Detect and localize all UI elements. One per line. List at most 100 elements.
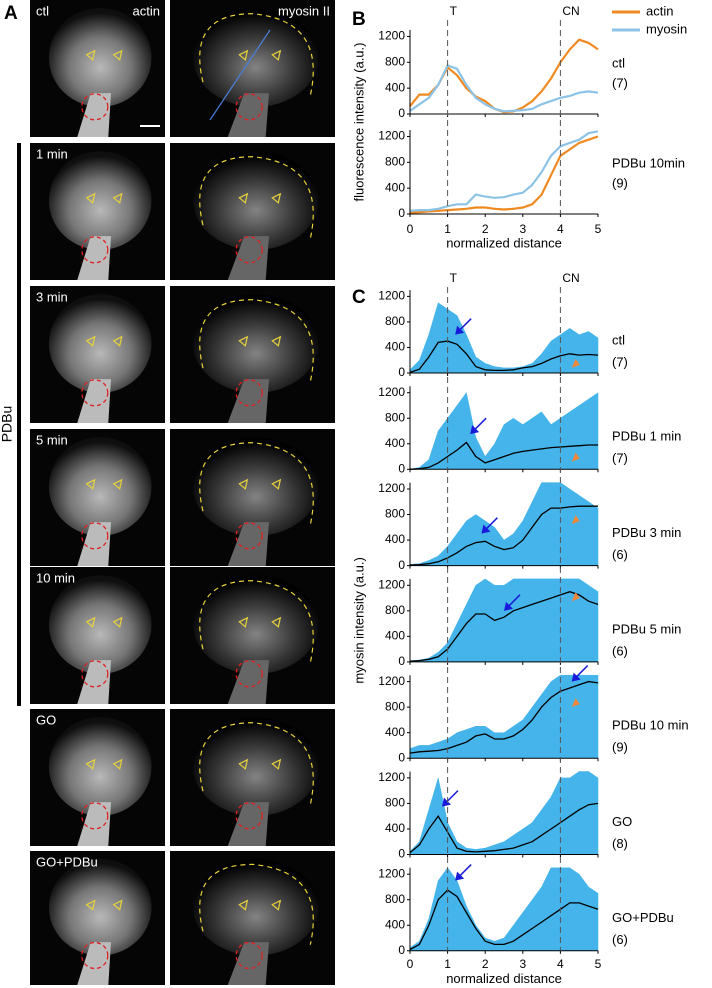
reference-label: T — [450, 271, 458, 285]
arrow-head — [455, 325, 465, 335]
n-label: (8) — [612, 836, 628, 851]
x-tick-label: 0 — [407, 222, 414, 236]
x-tick-label: 2 — [482, 222, 489, 236]
series-line — [409, 135, 599, 214]
yellow-arrowhead — [238, 335, 249, 347]
central-domain-circle — [235, 379, 263, 407]
arrow-head — [504, 601, 513, 611]
yellow-arrowhead — [85, 192, 96, 204]
x-tick-label: 4 — [557, 222, 564, 236]
yellow-arrowhead — [112, 478, 123, 490]
y-tick-label: 400 — [385, 436, 405, 450]
y-tick-label: 1200 — [378, 385, 405, 399]
condition-label: PDBu 3 min — [612, 525, 681, 540]
group-bar — [17, 143, 21, 706]
row-label: GO — [36, 712, 56, 727]
micrograph — [170, 286, 335, 423]
neurite — [77, 379, 111, 423]
n-label: (6) — [612, 932, 628, 947]
y-tick-label: 0 — [398, 654, 405, 668]
condition-label: PDBu 10 min — [612, 718, 689, 733]
y-tick-label: 0 — [398, 750, 405, 764]
arrow-shaft — [473, 417, 487, 431]
y-tick-label: 800 — [385, 603, 405, 617]
central-domain-circle — [81, 379, 109, 407]
central-domain-circle — [235, 660, 263, 688]
central-domain-circle — [81, 522, 109, 550]
growth-cone — [193, 859, 319, 956]
series-line — [409, 340, 599, 374]
series-line — [409, 130, 599, 212]
cell-outline — [199, 863, 314, 945]
x-tick-label: 5 — [595, 222, 602, 236]
yellow-arrowhead — [238, 758, 249, 770]
micrograph — [30, 429, 165, 566]
y-tick-label: 1200 — [378, 577, 405, 591]
growth-cone — [193, 294, 319, 393]
micrograph — [30, 143, 165, 280]
intensity-band — [409, 482, 599, 566]
column-label: actin — [133, 3, 160, 18]
profile-line — [209, 29, 271, 121]
x-tick-label: 1 — [444, 222, 451, 236]
yellow-arrowhead — [112, 758, 123, 770]
legend-label: myosin — [646, 21, 687, 36]
yellow-arrowhead — [85, 616, 96, 628]
micrograph — [170, 567, 335, 704]
intensity-band — [409, 867, 599, 952]
y-tick-label: 400 — [385, 917, 405, 931]
arrowhead-marker — [571, 452, 580, 462]
intensity-band — [409, 771, 599, 855]
y-tick-label: 400 — [385, 180, 405, 194]
n-label: (6) — [612, 547, 628, 562]
yellow-arrowhead — [85, 335, 96, 347]
y-tick-label: 0 — [398, 365, 405, 379]
arrow-head — [571, 672, 581, 682]
central-domain-circle — [81, 941, 109, 970]
neurite — [77, 522, 111, 566]
intensity-band — [409, 674, 599, 759]
central-domain-circle — [81, 93, 109, 121]
yellow-arrowhead — [271, 616, 282, 628]
series-line — [409, 802, 599, 854]
cell-outline — [199, 13, 314, 97]
reference-label: T — [450, 4, 458, 18]
growth-cone — [193, 437, 319, 536]
y-tick-label: 400 — [385, 821, 405, 835]
yellow-arrowhead — [238, 616, 249, 628]
yellow-arrowhead — [85, 478, 96, 490]
neurite — [227, 522, 269, 566]
y-tick-label: 800 — [385, 699, 405, 713]
x-tick-label: 3 — [519, 957, 526, 971]
y-tick-label: 1200 — [378, 29, 405, 43]
neurite — [77, 93, 111, 137]
growth-cone — [48, 294, 152, 393]
series-line — [409, 64, 599, 113]
cell-outline — [199, 580, 314, 664]
yellow-arrowhead — [271, 758, 282, 770]
reference-label: CN — [562, 271, 579, 285]
intensity-band — [409, 578, 599, 663]
cell-outline — [199, 442, 314, 526]
y-tick-label: 800 — [385, 892, 405, 906]
neurite — [227, 942, 269, 985]
neurite — [227, 379, 269, 423]
y-tick-label: 400 — [385, 80, 405, 94]
condition-label: GO — [612, 814, 632, 829]
growth-cone — [48, 859, 152, 956]
intensity-band — [409, 302, 599, 374]
micrograph — [30, 286, 165, 423]
neurite — [77, 802, 111, 846]
yellow-arrowhead — [112, 335, 123, 347]
micrograph — [170, 851, 335, 985]
arrow-head — [441, 797, 451, 807]
y-tick-label: 1200 — [378, 770, 405, 784]
row-label: 3 min — [36, 289, 68, 304]
central-domain-circle — [81, 236, 109, 264]
x-axis-label: normalized distance — [446, 235, 562, 250]
central-domain-circle — [235, 802, 263, 830]
y-tick-label: 800 — [385, 410, 405, 424]
arrow-shaft — [575, 665, 589, 679]
y-tick-label: 0 — [398, 106, 405, 120]
